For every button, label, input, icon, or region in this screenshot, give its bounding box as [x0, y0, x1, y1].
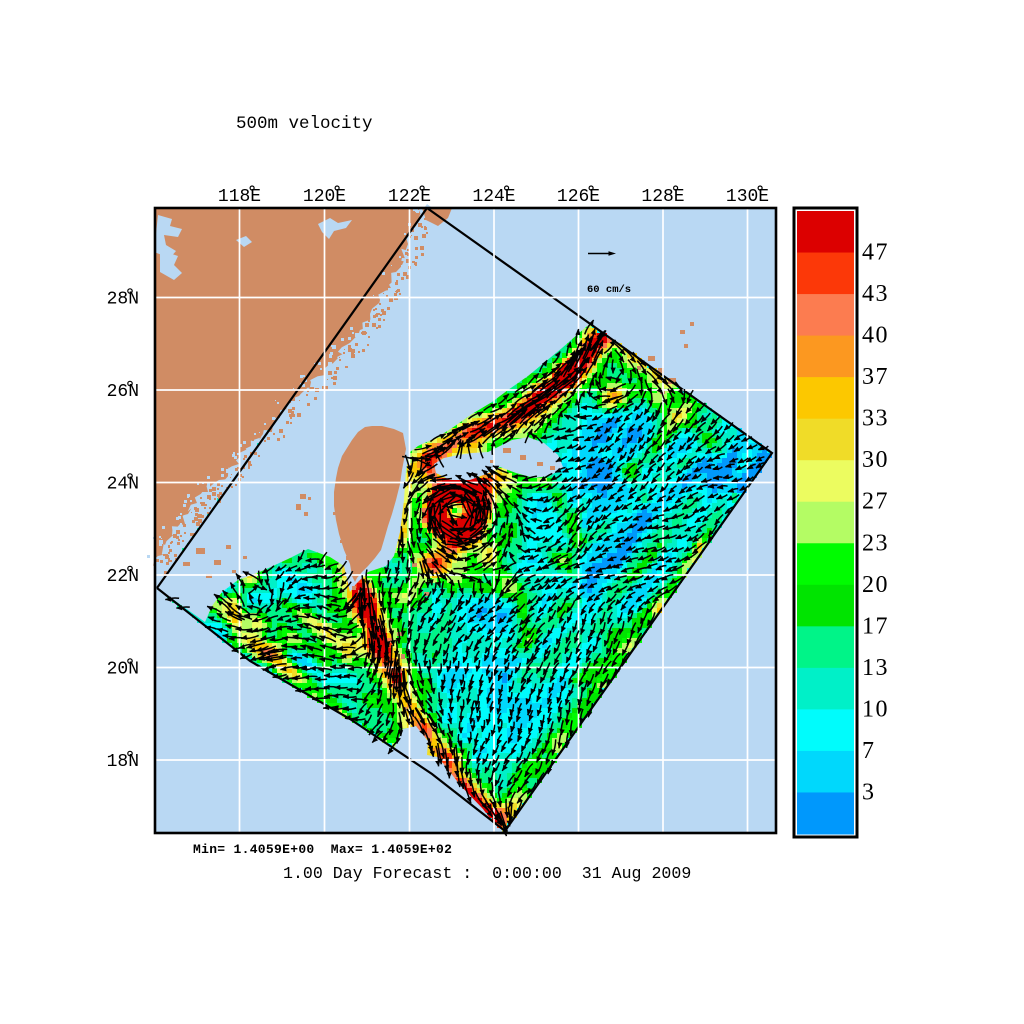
svg-text:24N: 24N [107, 475, 139, 495]
svg-text:1.00 Day Forecast : 0:00:00: 1.00 Day Forecast : 0:00:00 31 Aug 2009 [283, 864, 691, 883]
svg-text:47: 47 [862, 240, 889, 266]
svg-text:60 cm/s: 60 cm/s [587, 284, 631, 296]
svg-text:7: 7 [862, 738, 876, 764]
svg-text:3: 3 [862, 780, 876, 806]
svg-text:128E: 128E [641, 187, 684, 207]
svg-text:30: 30 [862, 447, 889, 473]
svg-text:10: 10 [862, 696, 889, 722]
svg-text:26N: 26N [107, 382, 139, 402]
svg-text:43: 43 [862, 281, 889, 307]
svg-text:122E: 122E [388, 187, 431, 207]
svg-text:120E: 120E [303, 187, 346, 207]
svg-text:33: 33 [862, 406, 889, 432]
svg-text:500m velocity: 500m velocity [236, 114, 373, 134]
svg-text:124E: 124E [472, 187, 515, 207]
svg-text:Min= 1.4059E+00 Max= 1.4059E+: Min= 1.4059E+00 Max= 1.4059E+02 [193, 842, 452, 857]
svg-text:23: 23 [862, 530, 889, 556]
svg-text:126E: 126E [557, 187, 600, 207]
svg-text:20N: 20N [107, 660, 139, 680]
svg-text:37: 37 [862, 364, 889, 390]
svg-text:40: 40 [862, 323, 889, 349]
svg-text:118E: 118E [218, 187, 261, 207]
svg-text:22N: 22N [107, 567, 139, 587]
svg-text:27: 27 [862, 489, 889, 515]
svg-text:18N: 18N [107, 752, 139, 772]
svg-text:17: 17 [862, 613, 889, 639]
svg-text:28N: 28N [107, 290, 139, 310]
svg-text:20: 20 [862, 572, 889, 598]
svg-text:13: 13 [862, 655, 889, 681]
svg-text:130E: 130E [726, 187, 769, 207]
